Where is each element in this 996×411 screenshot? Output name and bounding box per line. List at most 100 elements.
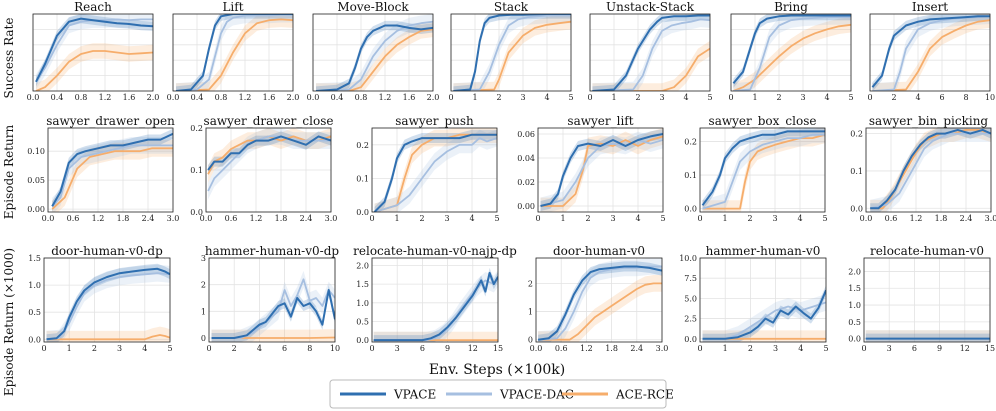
series-line-vpace-dac bbox=[702, 301, 826, 340]
axes-frame bbox=[32, 13, 154, 92]
x-tick-label: 1 bbox=[611, 93, 616, 102]
x-tick-label: 0.8 bbox=[215, 93, 228, 102]
y-tick-label: 2 bbox=[201, 281, 206, 290]
series-line-ace-rce bbox=[702, 133, 825, 210]
band-vpace-dac bbox=[316, 14, 433, 91]
panel-relocate-human-v0: 0 3 6 9 12 15 0.0 0.5 1.0 1.5 2.0 relocate-human-v0 bbox=[848, 244, 995, 353]
x-tick-label: 0 bbox=[861, 344, 866, 353]
series-line-ace-rce bbox=[872, 19, 990, 91]
x-tick-label: 15 bbox=[493, 344, 503, 353]
x-tick-label: 0 bbox=[697, 214, 702, 223]
series-line-ace-rce bbox=[538, 282, 662, 341]
x-tick-label: 2 bbox=[635, 93, 640, 102]
series-line-vpace bbox=[701, 130, 825, 206]
x-tick-label: 1.2 bbox=[250, 214, 263, 223]
series-line-vpace bbox=[373, 271, 498, 342]
panel-door-human-v0: 0.0 0.6 1.2 1.8 2.4 3.0 0 1 2 door-human-v0 bbox=[528, 244, 668, 353]
panel-title: Stack bbox=[494, 0, 529, 14]
series-line-vpace-dac bbox=[175, 14, 293, 91]
x-tick-label: 2 bbox=[891, 93, 896, 102]
axes-frame bbox=[699, 257, 827, 343]
series-line-vpace bbox=[453, 14, 571, 91]
series-line-vpace bbox=[51, 132, 173, 207]
panel-title: Insert bbox=[912, 0, 948, 14]
x-tick-label: 6 bbox=[282, 344, 287, 353]
x-tick-label: 2 bbox=[748, 344, 753, 353]
x-tick-label: 0 bbox=[535, 214, 540, 223]
series-line-vpace bbox=[373, 133, 497, 212]
panel-reach: 0.0 0.4 0.8 1.2 1.6 2.0 Reach bbox=[27, 0, 160, 102]
x-tick-label: 0 bbox=[728, 93, 733, 102]
band-vpace bbox=[52, 128, 173, 212]
legend-label-vpace: VPACE bbox=[393, 388, 436, 402]
x-tick-label: 0 bbox=[41, 344, 46, 353]
x-tick-label: 2 bbox=[776, 93, 781, 102]
series-line-vpace-dac bbox=[453, 14, 571, 91]
x-tick-label: 3 bbox=[800, 93, 805, 102]
band-ace-rce bbox=[208, 128, 331, 183]
y-tick-label: 0.06 bbox=[517, 130, 535, 139]
panel-title: sawyer_bin_picking bbox=[869, 114, 989, 128]
plot-area bbox=[175, 14, 293, 91]
x-tick-label: 1.2 bbox=[379, 93, 392, 102]
band-vpace bbox=[538, 261, 662, 342]
x-tick-label: 4 bbox=[798, 344, 803, 353]
band-vpace bbox=[316, 20, 433, 91]
plot-area bbox=[592, 14, 710, 91]
y-tick-label: 0.5 bbox=[28, 308, 41, 317]
series-line-ace-rce bbox=[51, 147, 173, 210]
x-tick-label: 0.4 bbox=[331, 93, 344, 102]
x-tick-label: 1.2 bbox=[580, 344, 593, 353]
panel-lift: 0.0 0.4 0.8 1.2 1.6 2.0 Lift bbox=[167, 0, 300, 102]
y-tick-label: 2 bbox=[528, 279, 533, 288]
x-tick-label: 5 bbox=[568, 93, 573, 102]
band-ace-rce bbox=[316, 21, 433, 91]
series-line-vpace bbox=[46, 267, 170, 341]
y-tick-label: 0.0 bbox=[850, 204, 863, 213]
series-line-ace-rce bbox=[175, 18, 293, 91]
x-tick-label: 9 bbox=[937, 344, 942, 353]
axes-frame bbox=[43, 257, 171, 343]
x-tick-label: 0.8 bbox=[75, 93, 88, 102]
plot-area bbox=[871, 14, 990, 91]
x-tick-label: 1.2 bbox=[239, 93, 252, 102]
legend-label-vpace-dac: VPACE-DAC bbox=[499, 388, 574, 402]
axes-frame bbox=[208, 257, 336, 343]
series-line-vpace-dac bbox=[540, 139, 663, 207]
axes-frame bbox=[699, 127, 826, 213]
series-line-vpace bbox=[207, 135, 331, 171]
x-tick-label: 10 bbox=[330, 344, 340, 353]
panel-move-block: 0.0 0.4 0.8 1.2 1.6 2.0 Move-Block bbox=[307, 0, 440, 102]
series-line-vpace bbox=[540, 133, 663, 207]
x-tick-label: 3 bbox=[520, 93, 525, 102]
y-tick-label: 0.1 bbox=[356, 174, 369, 183]
axes-frame bbox=[537, 127, 664, 213]
y-tick-label: 0 bbox=[528, 336, 533, 345]
x-tick-label: 3 bbox=[610, 214, 615, 223]
x-tick-label: 0.0 bbox=[307, 93, 320, 102]
x-tick-label: 0.6 bbox=[225, 214, 238, 223]
x-tick-label: 1 bbox=[472, 93, 477, 102]
panel-title: sawyer_push bbox=[395, 114, 474, 128]
band-vpace-dac bbox=[872, 14, 990, 91]
legend-label-ace-rce: ACE-RCE bbox=[615, 388, 674, 402]
panel-door-human-v0-dp: 0 1 2 3 4 5 0.0 0.5 1.0 1.5 door-human-v0-dp bbox=[28, 244, 172, 353]
x-tick-label: 0.8 bbox=[355, 93, 368, 102]
panel-sawyer-bin-picking: 0.0 0.6 1.2 1.8 2.4 3.0 0.0 0.1 0.2 sawyer_bin_pi… bbox=[850, 114, 996, 223]
x-tick-label: 3 bbox=[773, 344, 778, 353]
band-ace-rce bbox=[872, 14, 990, 91]
x-tick-label: 2 bbox=[496, 93, 501, 102]
band-vpace-dac bbox=[453, 14, 571, 91]
x-tick-label: 0 bbox=[206, 344, 211, 353]
axes-frame bbox=[371, 257, 499, 343]
series-line-ace-rce bbox=[592, 47, 710, 91]
x-tick-label: 0.4 bbox=[191, 93, 204, 102]
y-tick-label: 0.2 bbox=[190, 124, 203, 133]
x-tick-label: 0 bbox=[369, 214, 374, 223]
x-tick-label: 3 bbox=[117, 344, 122, 353]
series-line-ace-rce bbox=[733, 23, 851, 91]
y-tick-label: 10.0 bbox=[679, 254, 697, 263]
x-tick-label: 5 bbox=[823, 344, 828, 353]
series-line-vpace bbox=[211, 289, 335, 339]
band-ace-rce bbox=[46, 326, 170, 342]
